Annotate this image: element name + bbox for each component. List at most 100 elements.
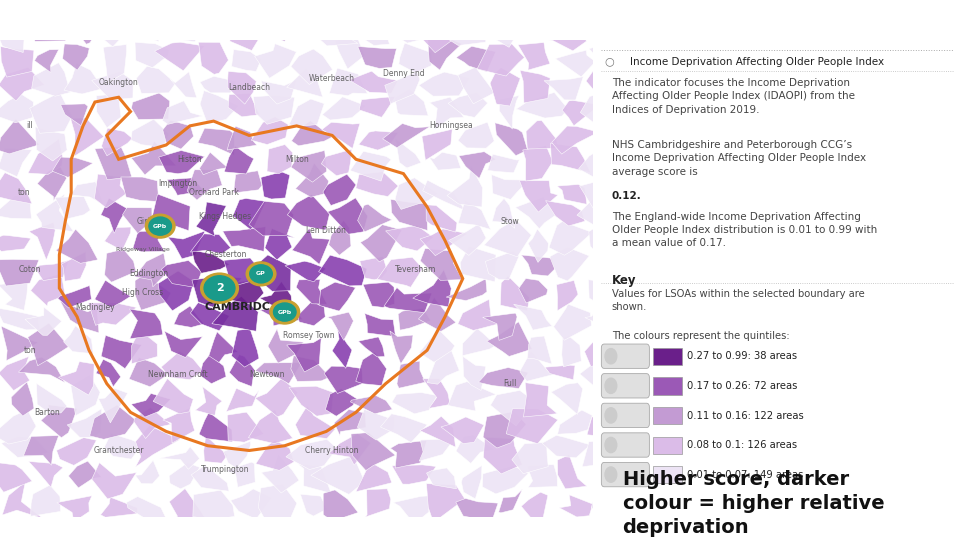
Polygon shape	[595, 18, 629, 43]
Text: CAMBRIDC: CAMBRIDC	[204, 302, 271, 312]
Polygon shape	[174, 306, 204, 327]
Polygon shape	[57, 496, 92, 522]
Polygon shape	[555, 50, 595, 77]
Polygon shape	[158, 271, 194, 311]
Polygon shape	[350, 151, 391, 181]
Polygon shape	[59, 362, 94, 395]
Polygon shape	[544, 77, 584, 100]
Text: Chesterton: Chesterton	[204, 250, 247, 259]
Polygon shape	[396, 139, 421, 170]
Polygon shape	[36, 127, 67, 161]
Text: NHS Cambridgeshire and Peterborough CCG’s
Income Deprivation Affecting Older Peo: NHS Cambridgeshire and Peterborough CCG’…	[612, 140, 866, 177]
Circle shape	[605, 408, 616, 423]
Polygon shape	[161, 260, 202, 287]
Polygon shape	[57, 437, 96, 465]
Text: Key: Key	[612, 274, 636, 287]
Polygon shape	[495, 123, 528, 156]
Polygon shape	[135, 42, 169, 68]
Text: Cherry Hinton: Cherry Hinton	[305, 446, 359, 455]
FancyBboxPatch shape	[654, 407, 682, 424]
Polygon shape	[228, 412, 264, 442]
Polygon shape	[0, 68, 44, 101]
Polygon shape	[363, 282, 395, 307]
Polygon shape	[324, 490, 358, 521]
Polygon shape	[231, 171, 262, 193]
Polygon shape	[579, 144, 617, 184]
Polygon shape	[446, 23, 486, 45]
Polygon shape	[322, 122, 360, 148]
Polygon shape	[289, 99, 324, 127]
Polygon shape	[0, 235, 31, 252]
Polygon shape	[190, 234, 230, 254]
Polygon shape	[230, 280, 264, 303]
Polygon shape	[422, 180, 466, 211]
Polygon shape	[67, 409, 102, 437]
Polygon shape	[196, 202, 227, 236]
Polygon shape	[192, 275, 242, 307]
FancyBboxPatch shape	[654, 437, 682, 454]
Polygon shape	[231, 50, 261, 71]
Polygon shape	[419, 72, 469, 96]
Polygon shape	[291, 49, 332, 85]
Polygon shape	[56, 229, 98, 264]
Polygon shape	[420, 248, 462, 280]
Polygon shape	[492, 198, 515, 228]
Polygon shape	[127, 497, 168, 523]
Polygon shape	[483, 411, 526, 448]
Polygon shape	[420, 330, 455, 362]
Polygon shape	[395, 89, 428, 116]
Polygon shape	[258, 484, 297, 521]
Polygon shape	[492, 174, 529, 199]
Text: 0.01 to 0.07: 149 areas: 0.01 to 0.07: 149 areas	[686, 470, 804, 480]
Polygon shape	[481, 15, 527, 48]
Text: Newtown: Newtown	[250, 369, 285, 379]
Circle shape	[149, 217, 172, 235]
Polygon shape	[96, 94, 121, 128]
Polygon shape	[520, 351, 559, 381]
Polygon shape	[158, 151, 204, 174]
Polygon shape	[101, 335, 142, 369]
Polygon shape	[598, 124, 626, 156]
Polygon shape	[287, 338, 322, 372]
Polygon shape	[351, 433, 396, 470]
Polygon shape	[588, 280, 618, 309]
Polygon shape	[259, 281, 292, 311]
Polygon shape	[328, 220, 351, 255]
Polygon shape	[163, 120, 194, 149]
Polygon shape	[255, 363, 301, 384]
Polygon shape	[28, 323, 69, 366]
Polygon shape	[105, 227, 131, 251]
Text: Ridgeway Village: Ridgeway Village	[115, 247, 169, 253]
Polygon shape	[299, 464, 331, 494]
Polygon shape	[162, 101, 203, 124]
Polygon shape	[384, 288, 432, 313]
Polygon shape	[359, 96, 396, 117]
Polygon shape	[551, 383, 583, 415]
Polygon shape	[0, 308, 39, 330]
Polygon shape	[385, 72, 420, 104]
Polygon shape	[208, 332, 238, 362]
Polygon shape	[260, 308, 302, 326]
Polygon shape	[132, 394, 171, 417]
Polygon shape	[291, 151, 326, 182]
Polygon shape	[92, 72, 133, 100]
Polygon shape	[448, 382, 496, 411]
Polygon shape	[356, 172, 398, 197]
Polygon shape	[585, 305, 619, 328]
Text: Histon: Histon	[178, 155, 203, 164]
Polygon shape	[335, 36, 365, 69]
Polygon shape	[204, 436, 228, 463]
Polygon shape	[292, 228, 330, 265]
Polygon shape	[324, 366, 363, 394]
Polygon shape	[169, 489, 204, 521]
Polygon shape	[463, 328, 496, 356]
Polygon shape	[448, 224, 486, 255]
Polygon shape	[581, 90, 618, 127]
Polygon shape	[261, 80, 297, 104]
Polygon shape	[253, 96, 295, 124]
Polygon shape	[456, 46, 495, 72]
Polygon shape	[12, 382, 34, 416]
FancyBboxPatch shape	[601, 462, 649, 487]
Polygon shape	[30, 92, 72, 133]
FancyBboxPatch shape	[601, 374, 649, 398]
